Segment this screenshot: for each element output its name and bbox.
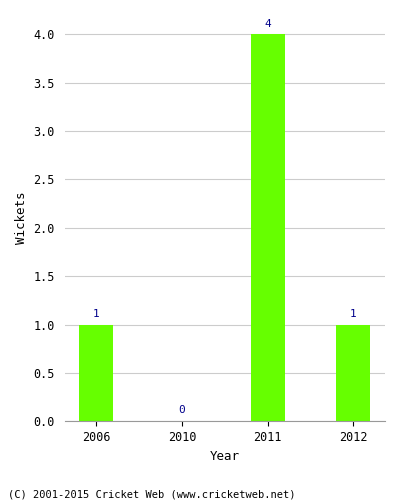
Text: 4: 4 xyxy=(264,18,271,28)
Bar xyxy=(336,324,370,421)
Text: 1: 1 xyxy=(350,308,357,318)
Text: 0: 0 xyxy=(179,406,185,415)
Bar xyxy=(79,324,114,421)
Text: (C) 2001-2015 Cricket Web (www.cricketweb.net): (C) 2001-2015 Cricket Web (www.cricketwe… xyxy=(8,490,296,500)
Bar xyxy=(250,34,285,421)
Text: 1: 1 xyxy=(93,308,100,318)
Y-axis label: Wickets: Wickets xyxy=(15,192,28,244)
X-axis label: Year: Year xyxy=(210,450,240,462)
